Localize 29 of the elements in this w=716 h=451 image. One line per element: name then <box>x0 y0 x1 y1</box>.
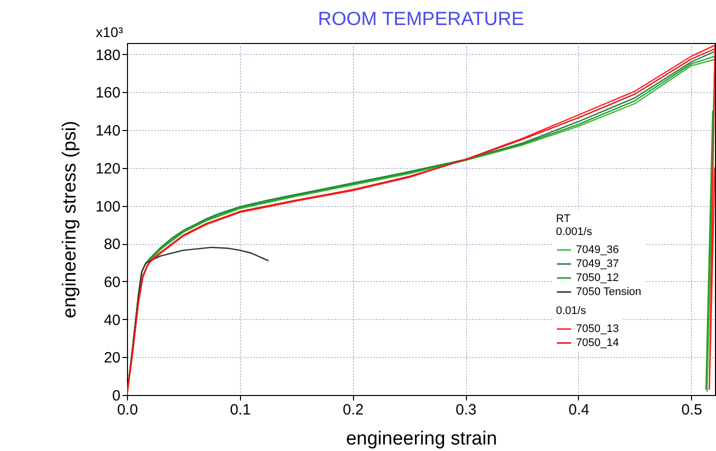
x-tick-label: 0.2 <box>342 402 364 418</box>
legend-title: RT <box>556 213 571 225</box>
legend-label: 7049_37 <box>576 258 619 270</box>
y-tick-label: 140 <box>95 122 120 140</box>
annotation: 0.001/s <box>556 226 593 238</box>
y-tick-label: 0 <box>112 388 120 404</box>
y-tick-label: 120 <box>95 160 120 178</box>
y-tick-label: 160 <box>95 84 120 102</box>
y-tick-label: 40 <box>104 312 120 329</box>
x-tick-label: 0.5 <box>681 402 702 418</box>
y-axis-title: engineering stress (psi) <box>59 120 80 318</box>
y-tick-label: 60 <box>104 274 120 291</box>
annotation: 0.01/s <box>556 305 586 317</box>
chart-title: ROOM TEMPERATURE <box>318 9 524 30</box>
y-tick-label: 100 <box>95 198 120 216</box>
x-tick-label: 0.3 <box>456 402 477 418</box>
legend-label: 7049_36 <box>576 244 619 256</box>
y-tick-label: 80 <box>104 236 120 254</box>
x-axis-title: engineering strain <box>346 428 498 450</box>
legend-label: 7050 Tension <box>576 286 642 298</box>
y-tick-label: 180 <box>95 46 120 64</box>
legend-label: 7050_13 <box>576 323 619 335</box>
y-tick-label: 20 <box>104 350 120 367</box>
text: x10³ <box>96 24 124 40</box>
x-tick-label: 0.4 <box>568 402 590 418</box>
legend-label: 7050_14 <box>576 337 619 349</box>
x-tick-label: 0.0 <box>117 402 138 418</box>
x-tick-label: 0.1 <box>230 402 251 418</box>
legend-label: 7050_12 <box>576 272 619 284</box>
